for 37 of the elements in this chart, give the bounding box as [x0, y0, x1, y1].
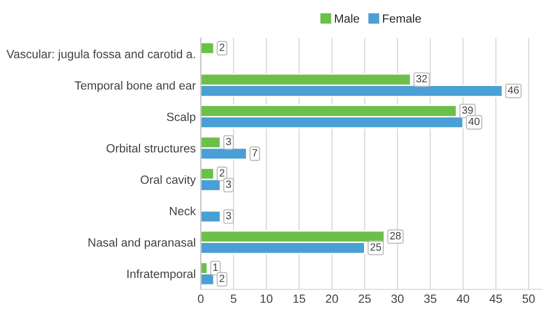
data-label: 3 [226, 212, 232, 220]
bar [200, 42, 215, 55]
data-label: 2 [220, 169, 224, 177]
data-label: 28 [390, 232, 401, 240]
x-tick-label: 40 [456, 294, 470, 303]
y-tick-label: Infratemporal [127, 269, 196, 280]
bar [200, 210, 222, 223]
x-tick-label: 25 [358, 294, 371, 303]
data-label: 39 [462, 106, 473, 114]
y-tick-label: Scalp [166, 112, 196, 124]
data-label: 1 [213, 264, 218, 271]
x-tick-label: 35 [424, 294, 436, 303]
data-label: 40 [468, 118, 480, 126]
legend-label: Male [335, 14, 360, 23]
y-tick-label: Oral cavity [140, 175, 196, 186]
data-label: 2 [220, 274, 224, 282]
data-label: 32 [416, 75, 427, 82]
x-tick-label: 10 [260, 294, 272, 303]
data-label: 3 [226, 138, 232, 146]
data-label: 25 [370, 243, 382, 251]
x-tick-label: 20 [326, 294, 338, 303]
x-tick-label: 50 [522, 294, 535, 303]
data-label: 2 [220, 44, 224, 51]
legend-label: Female [383, 14, 421, 23]
y-tick-label: Vascular: jugula fossa and carotid a. [6, 50, 195, 61]
y-tick-label: Nasal and paranasal [88, 238, 196, 250]
x-tick-label: 30 [391, 294, 404, 303]
data-label: 7 [252, 149, 258, 156]
y-tick-label: Neck [170, 206, 196, 216]
y-tick-label: Temporal bone and ear [74, 80, 196, 92]
x-tick-label: 45 [490, 294, 502, 303]
x-tick-label: 0 [198, 294, 204, 303]
data-label: 3 [226, 180, 232, 188]
x-tick-label: 15 [293, 294, 306, 303]
y-tick-label: Orbital structures [106, 144, 196, 152]
x-tick-label: 5 [230, 294, 236, 303]
data-label: 46 [508, 86, 519, 94]
